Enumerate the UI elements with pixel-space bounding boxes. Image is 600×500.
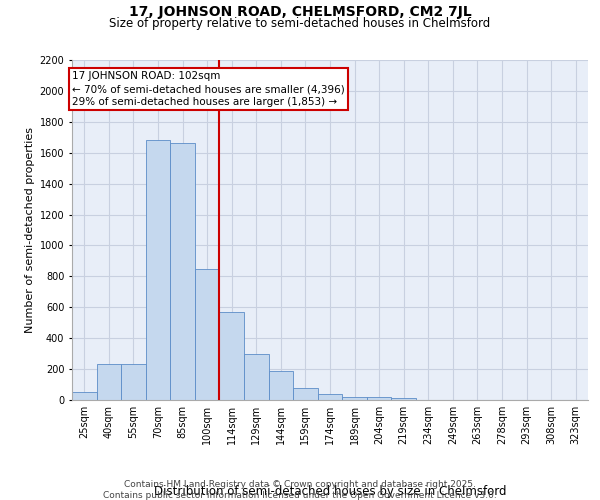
Bar	[244, 354, 269, 400]
Text: Distribution of semi-detached houses by size in Chelmsford: Distribution of semi-detached houses by …	[154, 484, 506, 498]
Y-axis label: Number of semi-detached properties: Number of semi-detached properties	[25, 127, 35, 333]
Bar	[318, 394, 342, 400]
Bar	[97, 364, 121, 400]
Bar	[342, 397, 367, 400]
Text: 17 JOHNSON ROAD: 102sqm
← 70% of semi-detached houses are smaller (4,396)
29% of: 17 JOHNSON ROAD: 102sqm ← 70% of semi-de…	[72, 71, 345, 107]
Text: 17, JOHNSON ROAD, CHELMSFORD, CM2 7JL: 17, JOHNSON ROAD, CHELMSFORD, CM2 7JL	[128, 5, 472, 19]
Bar	[146, 140, 170, 400]
Bar	[220, 312, 244, 400]
Bar	[269, 372, 293, 400]
Text: Contains HM Land Registry data © Crown copyright and database right 2025.
Contai: Contains HM Land Registry data © Crown c…	[103, 480, 497, 500]
Bar	[367, 397, 391, 400]
Bar	[170, 144, 195, 400]
Bar	[391, 398, 416, 400]
Text: Size of property relative to semi-detached houses in Chelmsford: Size of property relative to semi-detach…	[109, 18, 491, 30]
Bar	[195, 268, 220, 400]
Bar	[72, 392, 97, 400]
Bar	[293, 388, 318, 400]
Bar	[121, 364, 146, 400]
